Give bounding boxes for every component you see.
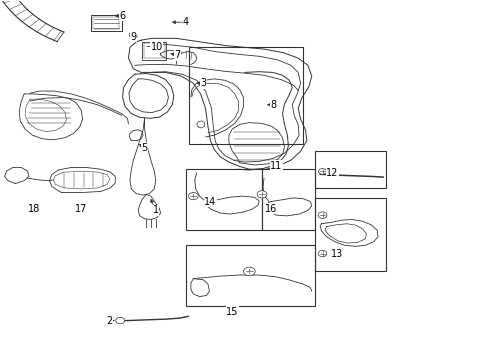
Bar: [315, 151, 385, 188]
Text: 6: 6: [119, 11, 125, 21]
Bar: [261, 169, 315, 230]
Bar: [188, 47, 303, 144]
Text: 11: 11: [269, 161, 282, 171]
Text: 3: 3: [200, 78, 206, 88]
Text: 5: 5: [141, 143, 147, 153]
Text: 15: 15: [225, 307, 238, 317]
Bar: [142, 42, 166, 60]
Circle shape: [318, 168, 326, 174]
Text: 16: 16: [264, 204, 277, 214]
Circle shape: [243, 267, 255, 276]
Text: 9: 9: [130, 32, 136, 41]
Text: 10: 10: [150, 42, 163, 51]
Text: 4: 4: [183, 17, 189, 27]
Bar: [185, 244, 315, 306]
Circle shape: [318, 212, 326, 219]
Bar: [93, 17, 119, 30]
Bar: [185, 169, 261, 230]
Circle shape: [116, 318, 124, 324]
Bar: [315, 198, 385, 271]
Circle shape: [318, 250, 326, 257]
Bar: [91, 15, 122, 31]
Circle shape: [257, 191, 266, 198]
Text: 8: 8: [270, 100, 276, 110]
Text: 18: 18: [28, 204, 40, 214]
Text: 13: 13: [330, 248, 343, 258]
Text: 7: 7: [174, 50, 180, 60]
Text: 1: 1: [152, 206, 159, 216]
Circle shape: [188, 193, 198, 200]
Text: 14: 14: [204, 197, 216, 207]
Text: 2: 2: [105, 316, 112, 325]
Bar: [144, 43, 164, 58]
Text: 17: 17: [75, 204, 87, 214]
Text: 12: 12: [325, 168, 338, 178]
